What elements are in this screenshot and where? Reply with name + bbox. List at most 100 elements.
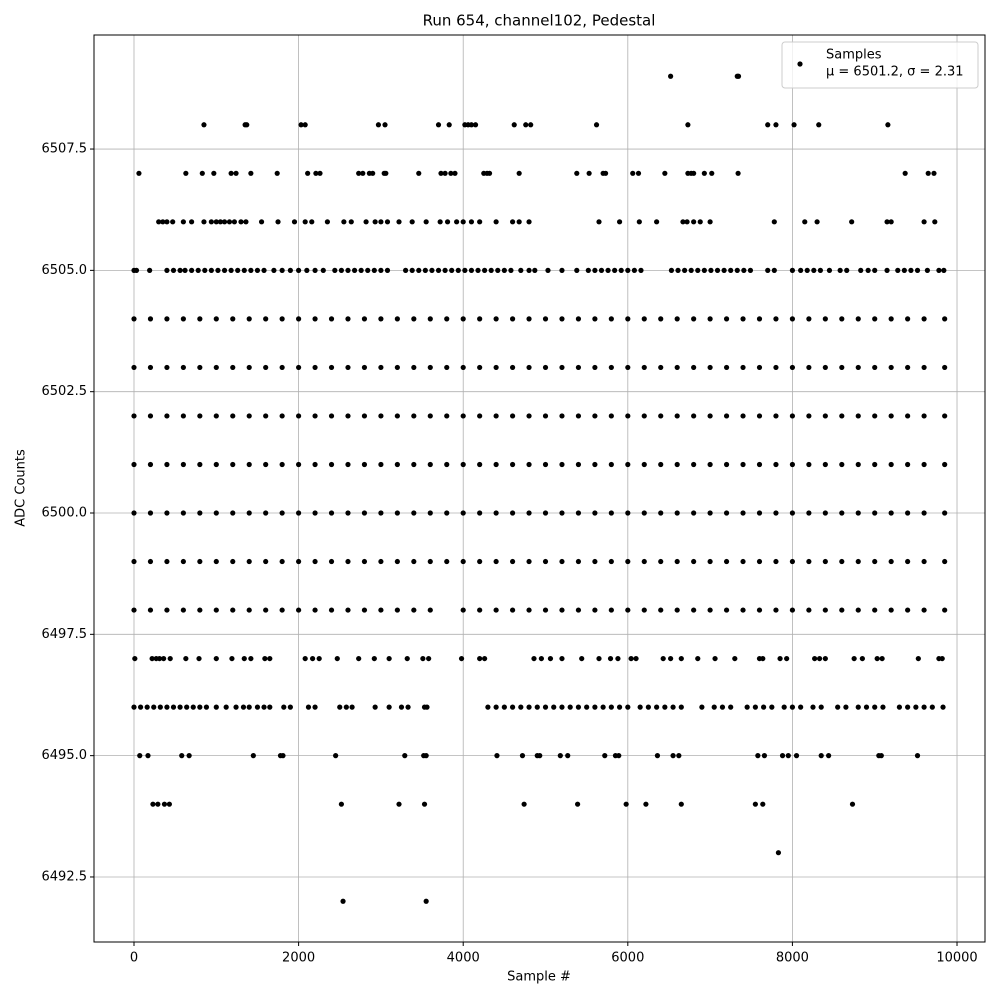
sample-point xyxy=(707,461,713,468)
chart-title: Run 654, channel102, Pedestal xyxy=(423,12,656,30)
sample-point xyxy=(197,704,203,710)
sample-point xyxy=(709,170,715,176)
sample-point xyxy=(254,704,261,710)
sample-point xyxy=(701,170,707,176)
sample-point xyxy=(312,364,318,371)
sample-point xyxy=(723,461,730,468)
sample-point xyxy=(246,461,252,468)
sample-point xyxy=(243,219,249,225)
sample-point xyxy=(691,316,697,322)
sample-point xyxy=(592,267,598,273)
sample-point xyxy=(728,267,734,273)
sample-point xyxy=(711,704,717,710)
y-tick-label: 6492.5 xyxy=(42,869,88,884)
sample-point xyxy=(526,607,532,613)
y-tick-label: 6505.0 xyxy=(42,263,88,278)
sample-point xyxy=(806,607,812,613)
sample-point xyxy=(526,267,532,273)
sample-point xyxy=(156,219,162,225)
sample-point xyxy=(723,413,730,419)
sample-point xyxy=(131,607,137,613)
sample-point xyxy=(888,510,894,516)
sample-point xyxy=(411,558,417,565)
sample-point xyxy=(607,655,614,662)
sample-point xyxy=(361,413,368,419)
sample-point xyxy=(372,219,378,225)
sample-point xyxy=(542,461,549,468)
sample-point xyxy=(246,510,252,516)
sample-point xyxy=(888,607,894,613)
sample-point xyxy=(668,267,675,273)
sample-point xyxy=(559,413,565,419)
sample-point xyxy=(230,364,236,371)
sample-point xyxy=(333,753,339,759)
sample-point xyxy=(246,607,252,613)
sample-point xyxy=(462,267,468,273)
sample-point xyxy=(394,461,400,468)
sample-point xyxy=(559,461,565,468)
sample-point xyxy=(691,170,697,176)
sample-point xyxy=(760,655,766,662)
sample-point xyxy=(147,510,154,516)
sample-point xyxy=(575,607,582,613)
sample-point xyxy=(685,122,691,128)
x-tick-label: 6000 xyxy=(611,951,644,966)
sample-point xyxy=(942,413,948,419)
sample-point xyxy=(670,753,676,759)
sample-point xyxy=(940,704,946,710)
sample-point xyxy=(699,704,705,710)
sample-point xyxy=(328,316,335,322)
sample-point xyxy=(645,704,651,710)
sample-point xyxy=(519,753,526,759)
sample-point xyxy=(509,316,516,322)
sample-point xyxy=(641,607,647,613)
sample-point xyxy=(822,655,828,662)
sample-point xyxy=(444,558,450,565)
sample-point xyxy=(760,801,766,807)
x-tick-label: 8000 xyxy=(776,951,809,966)
sample-point xyxy=(477,558,483,565)
sample-point xyxy=(575,413,582,419)
sample-point xyxy=(822,316,828,322)
sample-point xyxy=(411,316,417,322)
sample-point xyxy=(186,753,192,759)
sample-point xyxy=(298,122,304,128)
sample-point xyxy=(592,316,598,322)
sample-point xyxy=(888,413,894,419)
sample-point xyxy=(279,316,285,322)
sample-point xyxy=(371,655,377,662)
sample-point xyxy=(230,461,236,468)
sample-point xyxy=(921,704,927,710)
sample-point xyxy=(674,364,680,371)
sample-point xyxy=(261,704,267,710)
sample-point xyxy=(798,267,804,273)
sample-point xyxy=(741,267,747,273)
sample-point xyxy=(145,753,151,759)
sample-point xyxy=(422,267,428,273)
sample-point xyxy=(296,461,302,468)
sample-point xyxy=(575,704,582,710)
sample-point xyxy=(460,461,466,468)
sample-point xyxy=(180,607,186,613)
sample-point xyxy=(509,704,516,710)
sample-point xyxy=(482,655,488,662)
legend-stats: μ = 6501.2, σ = 2.31 xyxy=(826,65,964,80)
sample-point xyxy=(851,655,857,662)
sample-point xyxy=(361,607,368,613)
sample-point xyxy=(180,510,186,516)
sample-point xyxy=(942,510,948,516)
sample-point xyxy=(267,704,273,710)
sample-point xyxy=(424,704,430,710)
sample-point xyxy=(411,364,417,371)
sample-point xyxy=(378,558,384,565)
sample-point xyxy=(213,413,219,419)
sample-point xyxy=(905,316,911,322)
sample-point xyxy=(863,704,870,710)
sample-point xyxy=(542,558,549,565)
sample-point xyxy=(789,510,796,516)
sample-point xyxy=(493,558,499,565)
sample-point xyxy=(337,704,343,710)
sample-point xyxy=(460,219,466,225)
sample-point xyxy=(338,267,344,273)
sample-point xyxy=(132,655,138,662)
